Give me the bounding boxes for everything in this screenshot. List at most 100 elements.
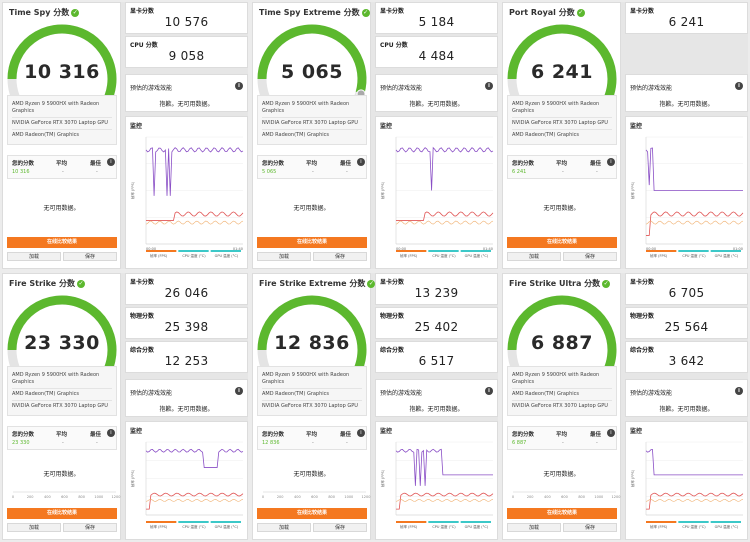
legend-swatch <box>146 250 177 252</box>
score-gauge <box>507 24 617 95</box>
your-score-value: 23 330 <box>12 440 30 446</box>
hardware-item: NVIDIA GeForce RTX 3070 Laptop GPU <box>262 403 358 409</box>
gauge-arc <box>507 24 617 95</box>
empty-x-tick: 800 <box>78 495 85 499</box>
info-icon[interactable]: i <box>235 387 243 395</box>
overall-score: 10 316 <box>24 61 100 83</box>
subscore-card: 显卡分数 5 184 <box>375 2 498 34</box>
online-compare-button[interactable]: 在线比较结果 <box>7 508 117 519</box>
subscore-value: 25 402 <box>414 320 459 334</box>
load-button[interactable]: 加载 <box>507 523 561 532</box>
hardware-item: NVIDIA GeForce RTX 3070 Laptop GPU <box>512 403 608 409</box>
subscore-value: 26 046 <box>164 286 209 300</box>
overall-score: 5 065 <box>281 61 343 83</box>
info-icon[interactable]: i <box>607 158 615 166</box>
info-icon[interactable]: i <box>735 82 743 90</box>
empty-chart-area: 0 200 400 600 800 1000 1200 <box>503 474 622 508</box>
subscore-card: 物理分数 25 398 <box>125 307 248 339</box>
info-icon[interactable]: i <box>485 387 493 395</box>
online-compare-button[interactable]: 在线比较结果 <box>507 237 617 248</box>
score-comparison: 您的分数 平均 最佳 i 23 330 - - <box>7 426 117 450</box>
empty-x-tick: 1000 <box>344 495 353 499</box>
hardware-item: AMD Ryzen 9 5900HX with Radeon Graphics <box>512 99 612 118</box>
subscore-value: 12 253 <box>164 354 209 368</box>
est-perf-title: 预估的游戏效能 <box>130 390 173 397</box>
info-icon[interactable]: i <box>235 82 243 90</box>
load-button[interactable]: 加载 <box>257 523 311 532</box>
series-cpu-temp-line <box>646 492 744 510</box>
hardware-item: AMD Ryzen 9 5900HX with Radeon Graphics <box>512 370 612 389</box>
legend-label: 帧率 (FPS) <box>400 524 418 529</box>
legend-swatch <box>428 250 459 252</box>
test-panel: Time Spy 分数 ✓ 10 316 AMD Ryzen 9 5900HX wit… <box>2 2 248 269</box>
checkmark-icon: ✓ <box>71 8 80 17</box>
load-button[interactable]: 加载 <box>507 252 561 261</box>
info-icon[interactable]: i <box>107 429 115 437</box>
hardware-item: AMD Ryzen 9 5900HX with Radeon Graphics <box>12 99 112 118</box>
average-value: - <box>312 440 314 446</box>
save-button[interactable]: 保存 <box>563 252 617 261</box>
est-perf-title: 预估的游戏效能 <box>630 85 673 92</box>
online-compare-button[interactable]: 在线比较结果 <box>257 237 367 248</box>
no-data-message: 无可用数据。 <box>543 205 580 212</box>
legend-swatch <box>210 250 241 252</box>
hardware-item: NVIDIA GeForce RTX 3070 Laptop GPU <box>512 118 612 130</box>
score-gauge <box>257 295 367 366</box>
score-gauge <box>7 24 117 95</box>
load-button[interactable]: 加载 <box>7 523 61 532</box>
subscore-card: 显卡分数 6 241 <box>625 2 748 34</box>
score-comparison: 您的分数 平均 最佳 i 10 316 - - <box>7 155 117 179</box>
subscore-value: 6 241 <box>668 15 705 29</box>
your-score-label: 您的分数 <box>512 432 535 438</box>
empty-x-tick: 0 <box>262 495 264 499</box>
online-compare-button[interactable]: 在线比较结果 <box>257 508 367 519</box>
save-button[interactable]: 保存 <box>63 252 117 261</box>
monitor-chart-wrap: 帧率 (FPS) 00:00 01:00 帧率 (FPS) CPU 温度 (°C) GPU… <box>626 117 749 270</box>
overall-score: 12 836 <box>274 332 350 354</box>
monitor-y-label: 帧率 (FPS) <box>630 181 635 199</box>
hardware-item: NVIDIA GeForce RTX 3070 Laptop GPU <box>12 403 108 409</box>
info-icon[interactable]: i <box>607 429 615 437</box>
monitor-chart-wrap: 帧率 (FPS) 帧率 (FPS) CPU 温度 (°C) GPU 温度 (°C) <box>376 422 499 541</box>
series-cpu-temp-line <box>396 492 494 510</box>
hardware-item: AMD Radeon(TM) Graphics <box>512 389 612 401</box>
legend-label: 帧率 (FPS) <box>150 524 168 529</box>
hardware-item: AMD Radeon(TM) Graphics <box>12 132 80 138</box>
estimated-game-performance: 预估的游戏效能 i 抱歉。无可用数据。 <box>125 379 248 417</box>
est-perf-no-data: 抱歉。无可用数据。 <box>159 101 214 108</box>
est-perf-title: 预估的游戏效能 <box>130 85 173 92</box>
load-button[interactable]: 加载 <box>7 252 61 261</box>
subscore-label: 物理分数 <box>630 313 655 320</box>
info-icon[interactable]: i <box>107 158 115 166</box>
legend-label: CPU 温度 (°C) <box>682 524 706 529</box>
legend-swatch <box>460 250 491 252</box>
monitor-y-label: 帧率 (FPS) <box>380 181 385 199</box>
series-cpu-temp-line <box>146 492 244 510</box>
save-button[interactable]: 保存 <box>563 523 617 532</box>
average-value: - <box>562 440 564 446</box>
load-button[interactable]: 加载 <box>257 252 311 261</box>
best-value: - <box>96 169 98 175</box>
best-value: - <box>346 440 348 446</box>
save-button[interactable]: 保存 <box>313 523 367 532</box>
monitor-empty-chart: 0 200 400 600 800 1000 1200 <box>512 491 620 499</box>
subscore-card: CPU 分数 4 484 <box>375 36 498 68</box>
monitor-x-tick: 01:00 <box>733 247 743 251</box>
info-icon[interactable]: i <box>485 82 493 90</box>
legend-swatch <box>460 521 491 523</box>
save-button[interactable]: 保存 <box>63 523 117 532</box>
legend-label: CPU 温度 (°C) <box>432 253 456 258</box>
your-score-label: 您的分数 <box>262 432 285 438</box>
online-compare-button[interactable]: 在线比较结果 <box>507 508 617 519</box>
online-compare-button[interactable]: 在线比较结果 <box>7 237 117 248</box>
series-fps-line <box>645 448 743 476</box>
info-icon[interactable]: i <box>357 158 365 166</box>
test-title: Fire Strike 分数 ✓ <box>9 278 85 289</box>
best-label: 最佳 <box>90 161 102 167</box>
save-button[interactable]: 保存 <box>313 252 367 261</box>
monitor-chart: 帧率 (FPS) 帧率 (FPS) CPU 温度 (°C) GPU 温度 (°C) <box>630 441 744 529</box>
info-icon[interactable]: i <box>357 429 365 437</box>
monitor-title: 监控 <box>380 123 393 130</box>
series-fps-line <box>395 448 493 486</box>
info-icon[interactable]: i <box>735 387 743 395</box>
